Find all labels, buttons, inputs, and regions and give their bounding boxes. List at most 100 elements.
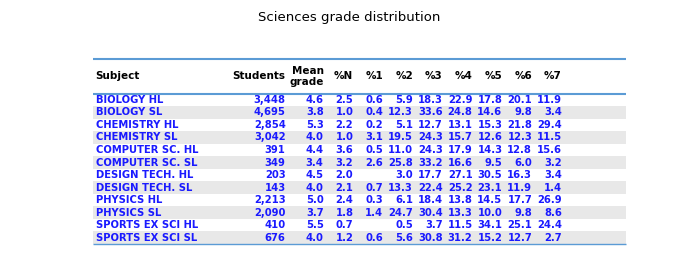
Bar <box>93 106 626 119</box>
Text: 3.8: 3.8 <box>306 107 324 117</box>
Text: PHYSICS HL: PHYSICS HL <box>96 195 162 205</box>
Text: 31.2: 31.2 <box>448 233 473 243</box>
Text: %4: %4 <box>454 71 473 81</box>
Text: CHEMISTRY HL: CHEMISTRY HL <box>96 120 178 130</box>
Text: 2,854: 2,854 <box>254 120 286 130</box>
Text: 6.0: 6.0 <box>514 158 532 168</box>
Text: 1.2: 1.2 <box>336 233 354 243</box>
Text: 12.8: 12.8 <box>507 145 532 155</box>
Text: Subject: Subject <box>96 71 140 81</box>
Text: 2,090: 2,090 <box>254 208 286 218</box>
Bar <box>93 156 626 169</box>
Text: Mean
grade: Mean grade <box>289 66 324 87</box>
Text: %3: %3 <box>425 71 442 81</box>
Text: 0.5: 0.5 <box>395 220 413 230</box>
Text: 15.7: 15.7 <box>447 133 473 143</box>
Text: 2.7: 2.7 <box>545 233 562 243</box>
Text: 24.8: 24.8 <box>447 107 473 117</box>
Text: 0.4: 0.4 <box>366 107 383 117</box>
Text: 4.0: 4.0 <box>305 183 324 193</box>
Text: 18.3: 18.3 <box>418 95 442 105</box>
Text: 0.7: 0.7 <box>366 183 383 193</box>
Text: 349: 349 <box>265 158 286 168</box>
Text: 676: 676 <box>265 233 286 243</box>
Text: 1.0: 1.0 <box>336 107 354 117</box>
Text: DESIGN TECH. HL: DESIGN TECH. HL <box>96 170 193 180</box>
Text: 6.1: 6.1 <box>395 195 413 205</box>
Text: 17.7: 17.7 <box>418 170 442 180</box>
Text: 13.3: 13.3 <box>448 208 473 218</box>
Text: 11.5: 11.5 <box>447 220 473 230</box>
Text: 33.6: 33.6 <box>418 107 442 117</box>
Text: 2.0: 2.0 <box>336 170 354 180</box>
Text: 20.1: 20.1 <box>507 95 532 105</box>
Text: 2.4: 2.4 <box>336 195 354 205</box>
Text: %6: %6 <box>514 71 532 81</box>
Text: 143: 143 <box>264 183 286 193</box>
Text: 12.3: 12.3 <box>507 133 532 143</box>
Text: 15.2: 15.2 <box>477 233 503 243</box>
Text: %7: %7 <box>544 71 562 81</box>
Text: 0.6: 0.6 <box>366 233 383 243</box>
Text: 33.2: 33.2 <box>418 158 442 168</box>
Text: 17.7: 17.7 <box>507 195 532 205</box>
Text: 25.1: 25.1 <box>507 220 532 230</box>
Text: 2.2: 2.2 <box>336 120 354 130</box>
Text: 12.7: 12.7 <box>507 233 532 243</box>
Text: 2.6: 2.6 <box>366 158 383 168</box>
Text: 0.7: 0.7 <box>336 220 354 230</box>
Text: Sciences grade distribution: Sciences grade distribution <box>259 11 440 24</box>
Text: %5: %5 <box>484 71 503 81</box>
Text: Students: Students <box>233 71 286 81</box>
Text: 0.6: 0.6 <box>366 95 383 105</box>
Text: 13.1: 13.1 <box>447 120 473 130</box>
Text: 410: 410 <box>264 220 286 230</box>
Text: 23.1: 23.1 <box>477 183 503 193</box>
Text: 24.3: 24.3 <box>418 145 442 155</box>
Text: 11.9: 11.9 <box>537 95 562 105</box>
Text: 5.1: 5.1 <box>395 120 413 130</box>
Text: SPORTS EX SCI HL: SPORTS EX SCI HL <box>96 220 198 230</box>
Text: 9.8: 9.8 <box>514 208 532 218</box>
Text: 22.4: 22.4 <box>418 183 442 193</box>
Text: 2,213: 2,213 <box>254 195 286 205</box>
Text: 22.9: 22.9 <box>448 95 473 105</box>
Text: 3.4: 3.4 <box>305 158 324 168</box>
Text: BIOLOGY SL: BIOLOGY SL <box>96 107 162 117</box>
Text: 10.0: 10.0 <box>477 208 503 218</box>
Text: 12.7: 12.7 <box>418 120 442 130</box>
Text: 24.3: 24.3 <box>418 133 442 143</box>
Text: 3,042: 3,042 <box>254 133 286 143</box>
Text: 5.5: 5.5 <box>305 220 324 230</box>
Text: COMPUTER SC. SL: COMPUTER SC. SL <box>96 158 197 168</box>
Text: 3.2: 3.2 <box>336 158 354 168</box>
Text: 4.4: 4.4 <box>305 145 324 155</box>
Text: 13.3: 13.3 <box>388 183 413 193</box>
Text: 4.0: 4.0 <box>305 233 324 243</box>
Text: 14.5: 14.5 <box>477 195 503 205</box>
Text: 27.1: 27.1 <box>448 170 473 180</box>
Text: 0.5: 0.5 <box>366 145 383 155</box>
Text: 4.5: 4.5 <box>305 170 324 180</box>
Text: 18.4: 18.4 <box>417 195 442 205</box>
Text: 1.0: 1.0 <box>336 133 354 143</box>
Text: 11.9: 11.9 <box>507 183 532 193</box>
Text: 15.3: 15.3 <box>477 120 503 130</box>
Text: 30.5: 30.5 <box>477 170 503 180</box>
Text: 16.3: 16.3 <box>507 170 532 180</box>
Text: 21.8: 21.8 <box>507 120 532 130</box>
Text: 9.5: 9.5 <box>484 158 503 168</box>
Text: 34.1: 34.1 <box>477 220 503 230</box>
Text: 0.3: 0.3 <box>366 195 383 205</box>
Text: 3,448: 3,448 <box>254 95 286 105</box>
Text: 17.9: 17.9 <box>448 145 473 155</box>
Text: 3.6: 3.6 <box>336 145 354 155</box>
Text: 5.9: 5.9 <box>395 95 413 105</box>
Text: 3.4: 3.4 <box>544 170 562 180</box>
Text: 30.4: 30.4 <box>418 208 442 218</box>
Text: BIOLOGY HL: BIOLOGY HL <box>96 95 163 105</box>
Text: 1.4: 1.4 <box>544 183 562 193</box>
Text: 4.6: 4.6 <box>305 95 324 105</box>
Text: CHEMISTRY SL: CHEMISTRY SL <box>96 133 177 143</box>
Text: 24.7: 24.7 <box>388 208 413 218</box>
